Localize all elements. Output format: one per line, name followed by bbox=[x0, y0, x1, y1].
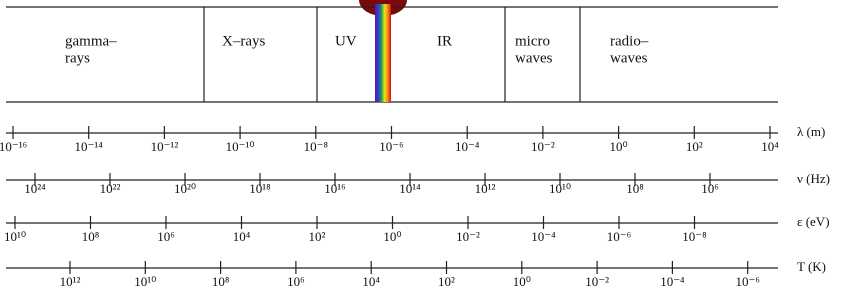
tick-label: 10⁻⁴ bbox=[455, 139, 480, 154]
tick-label: 10² bbox=[438, 274, 455, 289]
scale-label: T (K) bbox=[797, 259, 826, 274]
tick-label: 10⁰ bbox=[609, 139, 627, 154]
tick-label: 10¹² bbox=[475, 181, 496, 196]
tick-label: 10⁻² bbox=[585, 274, 609, 289]
tick-label: 10¹⁸ bbox=[249, 181, 271, 196]
tick-label: 10⁰ bbox=[513, 274, 531, 289]
visible-strip bbox=[375, 4, 391, 102]
scale-label: λ (m) bbox=[797, 124, 825, 139]
tick-label: 10⁻² bbox=[456, 229, 480, 244]
tick-label: 10⁰ bbox=[383, 229, 401, 244]
band-label: IR bbox=[437, 33, 452, 49]
band-label: micro bbox=[515, 33, 550, 49]
tick-label: 10⁻⁶ bbox=[607, 229, 631, 244]
scale: ν (Hz) 10²⁴ 10²² 10²⁰ 10¹⁸ 10¹⁶ 10¹⁴ 10¹² 10¹⁰ 10… bbox=[6, 171, 830, 196]
tick-label: 10¹⁶ bbox=[324, 181, 345, 196]
tick-label: 10⁻⁶ bbox=[379, 139, 403, 154]
band-label: radio– bbox=[610, 33, 649, 49]
scale: ε (eV) 10¹⁰ 10⁸ 10⁶ 10⁴ 10² 10⁰ 10⁻² 10⁻⁴ 10⁻⁶ 10⁻… bbox=[4, 214, 830, 244]
band-label: waves bbox=[610, 50, 648, 66]
tick-label: 10¹⁰ bbox=[134, 274, 156, 289]
band-label: UV bbox=[335, 33, 357, 49]
scale: λ (m) 10⁻¹⁶ 10⁻¹⁴ 10⁻¹² 10⁻¹⁰ 10⁻⁸ 10⁻⁶ 10⁻⁴ 10⁻… bbox=[0, 124, 825, 154]
tick-label: 10¹⁰ bbox=[4, 229, 26, 244]
tick-label: 10⁶ bbox=[701, 181, 719, 196]
tick-label: 10⁻² bbox=[531, 139, 555, 154]
band-label: gamma– bbox=[65, 33, 117, 49]
scale: T (K) 10¹² 10¹⁰ 10⁸ 10⁶ 10⁴ 10² 10⁰ 10⁻² 10⁻⁴ 10⁻⁶ bbox=[6, 259, 826, 289]
tick-label: 10⁻¹⁶ bbox=[0, 139, 27, 154]
tick-label: 10²⁴ bbox=[24, 181, 46, 196]
tick-label: 10² bbox=[686, 139, 703, 154]
tick-label: 10¹⁴ bbox=[399, 181, 421, 196]
band-label: waves bbox=[515, 50, 553, 66]
tick-label: 10¹⁰ bbox=[549, 181, 571, 196]
tick-label: 10⁻⁶ bbox=[735, 274, 759, 289]
tick-label: 10² bbox=[309, 229, 326, 244]
tick-label: 10⁴ bbox=[362, 274, 380, 289]
scale-label: ν (Hz) bbox=[797, 171, 830, 186]
tick-label: 10⁻⁴ bbox=[660, 274, 685, 289]
spectrum-diagram: gamma–raysX–raysUVIRmicrowavesradio–wave… bbox=[0, 0, 842, 291]
tick-label: 10⁻⁴ bbox=[531, 229, 556, 244]
scale-label: ε (eV) bbox=[797, 214, 830, 229]
tick-label: 10⁸ bbox=[626, 181, 644, 196]
scales: λ (m) 10⁻¹⁶ 10⁻¹⁴ 10⁻¹² 10⁻¹⁰ 10⁻⁸ 10⁻⁶ 10⁻⁴ 10⁻… bbox=[0, 124, 830, 289]
tick-label: 10⁶ bbox=[287, 274, 305, 289]
tick-label: 10⁻¹⁴ bbox=[75, 139, 104, 154]
tick-label: 10⁻⁸ bbox=[304, 139, 329, 154]
tick-label: 10⁻¹² bbox=[151, 139, 179, 154]
tick-label: 10²² bbox=[100, 181, 121, 196]
band-label: X–rays bbox=[222, 33, 265, 49]
tick-label: 10⁻¹⁰ bbox=[226, 139, 255, 154]
tick-label: 10¹² bbox=[60, 274, 81, 289]
tick-label: 10⁶ bbox=[157, 229, 175, 244]
tick-label: 10⁴ bbox=[761, 139, 779, 154]
tick-label: 10⁻⁸ bbox=[682, 229, 707, 244]
tick-label: 10⁸ bbox=[82, 229, 100, 244]
tick-label: 10²⁰ bbox=[174, 181, 196, 196]
tick-label: 10⁸ bbox=[212, 274, 230, 289]
band-label: rays bbox=[65, 50, 90, 66]
tick-label: 10⁴ bbox=[233, 229, 251, 244]
